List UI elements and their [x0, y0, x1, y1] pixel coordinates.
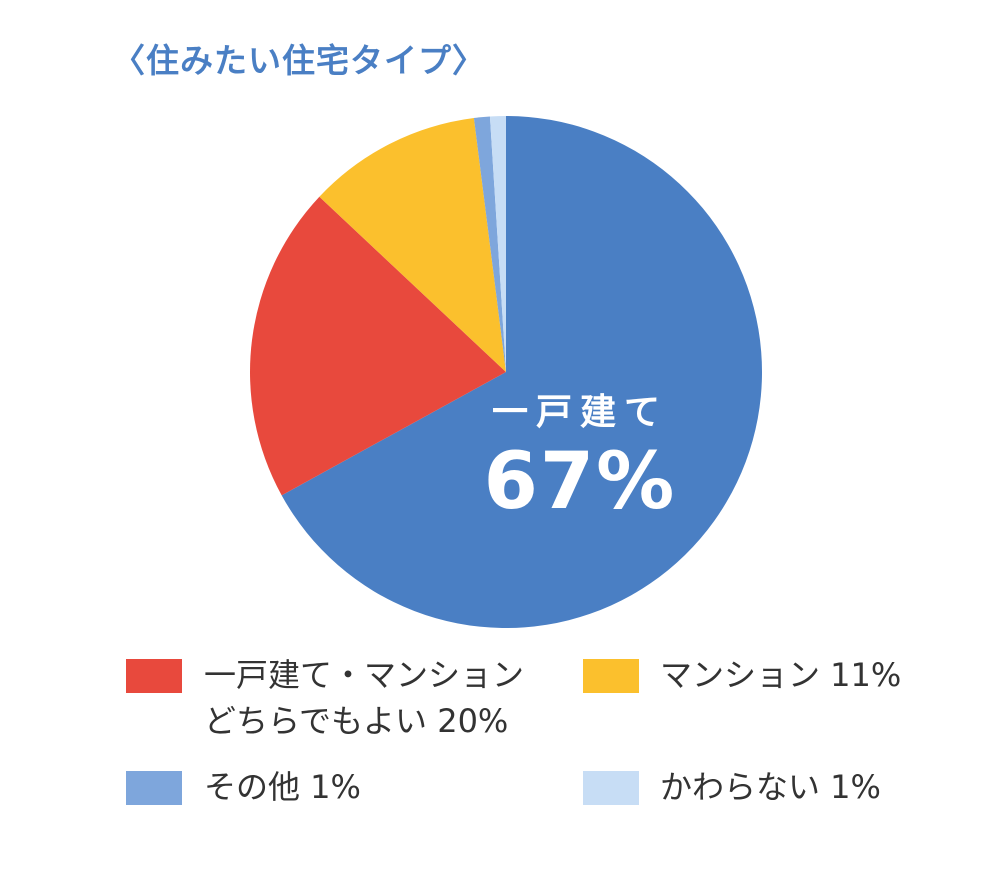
pie-slice-unchanged	[489, 116, 506, 372]
legend-label-other: その他 1%	[204, 768, 361, 806]
legend-swatch-other	[126, 771, 182, 805]
legend-label-either-line1: 一戸建て・マンション	[204, 656, 525, 694]
legend-label-unchanged: かわらない 1%	[660, 768, 881, 806]
legend-swatch-mansion	[583, 659, 639, 693]
legend-swatch-unchanged	[583, 771, 639, 805]
chart-title: 〈住みたい住宅タイプ〉	[112, 41, 486, 80]
legend-label-either-line2: どちらでもよい 20%	[204, 702, 509, 740]
pie-slice-mansion	[319, 118, 506, 373]
pie-slice-detached	[281, 116, 763, 628]
pie-slices	[250, 116, 763, 628]
legend-label-mansion: マンション 11%	[660, 656, 902, 694]
pie-slice-either	[250, 196, 506, 496]
pie-slice-other	[473, 116, 506, 372]
center-label: 一戸建て 67%	[470, 392, 690, 530]
center-label-value: 67%	[483, 437, 677, 527]
legend-swatch-either	[126, 659, 182, 693]
center-label-category: 一戸建て	[491, 392, 668, 433]
